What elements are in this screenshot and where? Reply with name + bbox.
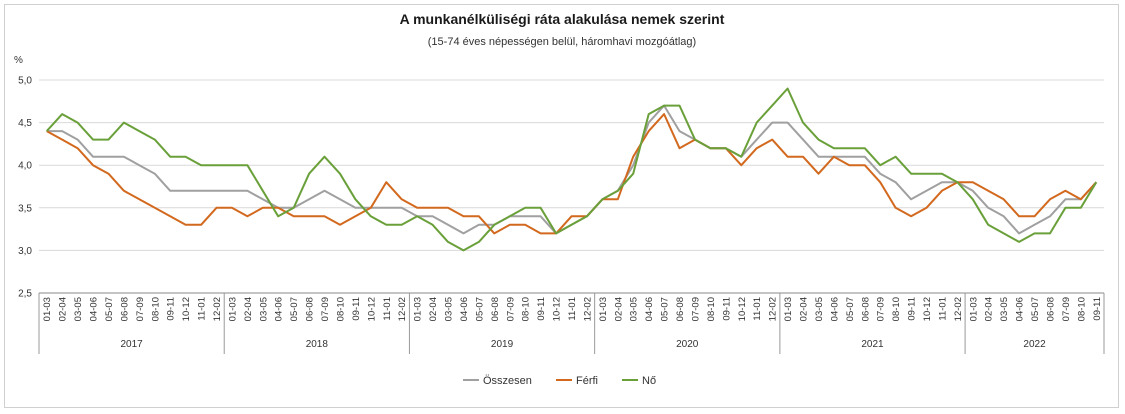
- x-axis: 01-03 02-04 03-05 04-06 05-07 06-08 07-09 08-10…: [38, 293, 1105, 354]
- x-tick-label: 05-07: [660, 297, 671, 321]
- series-line: [46, 113, 1098, 235]
- y-tick-label: 4,5: [18, 118, 32, 129]
- x-tick-label: 05-07: [1030, 297, 1041, 321]
- x-tick-label: 05-07: [104, 297, 115, 321]
- x-tick-label: 03-05: [814, 297, 825, 321]
- y-tick-label: 3,5: [18, 203, 32, 214]
- x-tick-label: 11-01: [197, 297, 208, 321]
- x-tick-label: 01-03: [42, 297, 53, 321]
- legend-label: Összesen: [483, 375, 532, 387]
- series-line: [46, 104, 1098, 235]
- series-line: [45, 87, 1098, 252]
- x-tick-label: 06-08: [675, 297, 686, 321]
- year-label: 2019: [491, 339, 514, 350]
- x-tick-label: 12-02: [212, 297, 223, 321]
- x-tick-label: 02-04: [613, 297, 624, 321]
- x-tick-label: 11-01: [937, 297, 948, 321]
- year-label: 2020: [676, 339, 699, 350]
- y-axis-ticks: 2,5 3,0 3,5 4,0 4,5 5,0: [18, 76, 32, 300]
- legend: Összesen Férfi Nő: [463, 375, 656, 387]
- y-tick-label: 4,0: [18, 161, 32, 172]
- x-tick-label: 06-08: [490, 297, 501, 321]
- x-tick-label: 08-10: [335, 297, 346, 321]
- year-label: 2022: [1023, 339, 1046, 350]
- y-tick-label: 2,5: [18, 289, 32, 300]
- x-tick-label: 03-05: [73, 297, 84, 321]
- x-tick-label: 02-04: [243, 297, 254, 321]
- x-tick-label: 03-05: [444, 297, 455, 321]
- x-tick-label: 10-12: [181, 297, 192, 321]
- x-tick-label: 07-09: [135, 297, 146, 321]
- x-tick-label: 02-04: [799, 297, 810, 321]
- x-tick-label: 02-04: [428, 297, 439, 321]
- x-tick-label: 01-03: [413, 297, 424, 321]
- x-tick-label: 03-05: [258, 297, 269, 321]
- x-tick-label: 10-12: [552, 297, 563, 321]
- y-tick-label: 5,0: [18, 76, 32, 87]
- x-tick-label: 04-06: [274, 297, 285, 321]
- x-tick-label: 02-04: [984, 297, 995, 321]
- series-lines: [45, 87, 1098, 252]
- x-tick-label: 11-01: [567, 297, 578, 321]
- y-axis-unit: %: [14, 55, 23, 66]
- x-tick-label: 12-02: [582, 297, 593, 321]
- x-tick-label: 06-08: [119, 297, 130, 321]
- x-tick-label: 07-09: [876, 297, 887, 321]
- x-tick-label: 10-12: [737, 297, 748, 321]
- x-tick-label: 04-06: [459, 297, 470, 321]
- x-tick-label: 01-03: [968, 297, 979, 321]
- x-tick-label: 10-12: [366, 297, 377, 321]
- x-tick-label: 06-08: [1045, 297, 1056, 321]
- x-tick-label: 09-11: [351, 297, 362, 321]
- x-tick-label: 03-05: [999, 297, 1010, 321]
- x-tick-label: 08-10: [891, 297, 902, 321]
- x-tick-label: 12-02: [953, 297, 964, 321]
- x-tick-label: 04-06: [644, 297, 655, 321]
- x-tick-label: 07-09: [320, 297, 331, 321]
- x-tick-label: 12-02: [768, 297, 779, 321]
- x-tick-label: 01-03: [598, 297, 609, 321]
- year-label: 2018: [306, 339, 329, 350]
- x-tick-label: 09-11: [166, 297, 177, 321]
- x-tick-label: 06-08: [860, 297, 871, 321]
- x-tick-label: 04-06: [829, 297, 840, 321]
- x-tick-label: 05-07: [289, 297, 300, 321]
- x-tick-label: 06-08: [305, 297, 316, 321]
- x-tick-label: 04-06: [89, 297, 100, 321]
- chart-title: A munkanélküliségi ráta alakulása nemek …: [400, 11, 725, 27]
- x-tick-label: 01-03: [227, 297, 238, 321]
- x-tick-label: 11-01: [752, 297, 763, 321]
- x-tick-label: 07-09: [690, 297, 701, 321]
- x-tick-label: 08-10: [150, 297, 161, 321]
- y-tick-label: 3,0: [18, 246, 32, 257]
- x-tick-label: 09-11: [1092, 297, 1103, 321]
- x-tick-label: 09-11: [907, 297, 918, 321]
- legend-label: Nő: [642, 375, 656, 387]
- x-tick-label: 09-11: [536, 297, 547, 321]
- x-tick-label: 12-02: [397, 297, 408, 321]
- x-tick-label: 09-11: [721, 297, 732, 321]
- year-label: 2017: [120, 339, 143, 350]
- grid-lines: [39, 79, 1104, 294]
- x-tick-label: 10-12: [922, 297, 933, 321]
- x-tick-label: 07-09: [505, 297, 516, 321]
- x-tick-label: 11-01: [382, 297, 393, 321]
- x-tick-label: 02-04: [58, 297, 69, 321]
- x-tick-label: 05-07: [474, 297, 485, 321]
- x-tick-label: 08-10: [521, 297, 532, 321]
- x-tick-label: 08-10: [706, 297, 717, 321]
- x-tick-label: 04-06: [1015, 297, 1026, 321]
- x-tick-label: 05-07: [845, 297, 856, 321]
- year-label: 2021: [861, 339, 884, 350]
- x-tick-label: 01-03: [783, 297, 794, 321]
- legend-label: Férfi: [576, 375, 598, 387]
- x-tick-label: 08-10: [1076, 297, 1087, 321]
- chart-frame: [4, 4, 1119, 408]
- x-tick-label: 03-05: [629, 297, 640, 321]
- x-tick-label: 07-09: [1061, 297, 1072, 321]
- chart-subtitle: (15-74 éves népességen belül, háromhavi …: [428, 36, 696, 48]
